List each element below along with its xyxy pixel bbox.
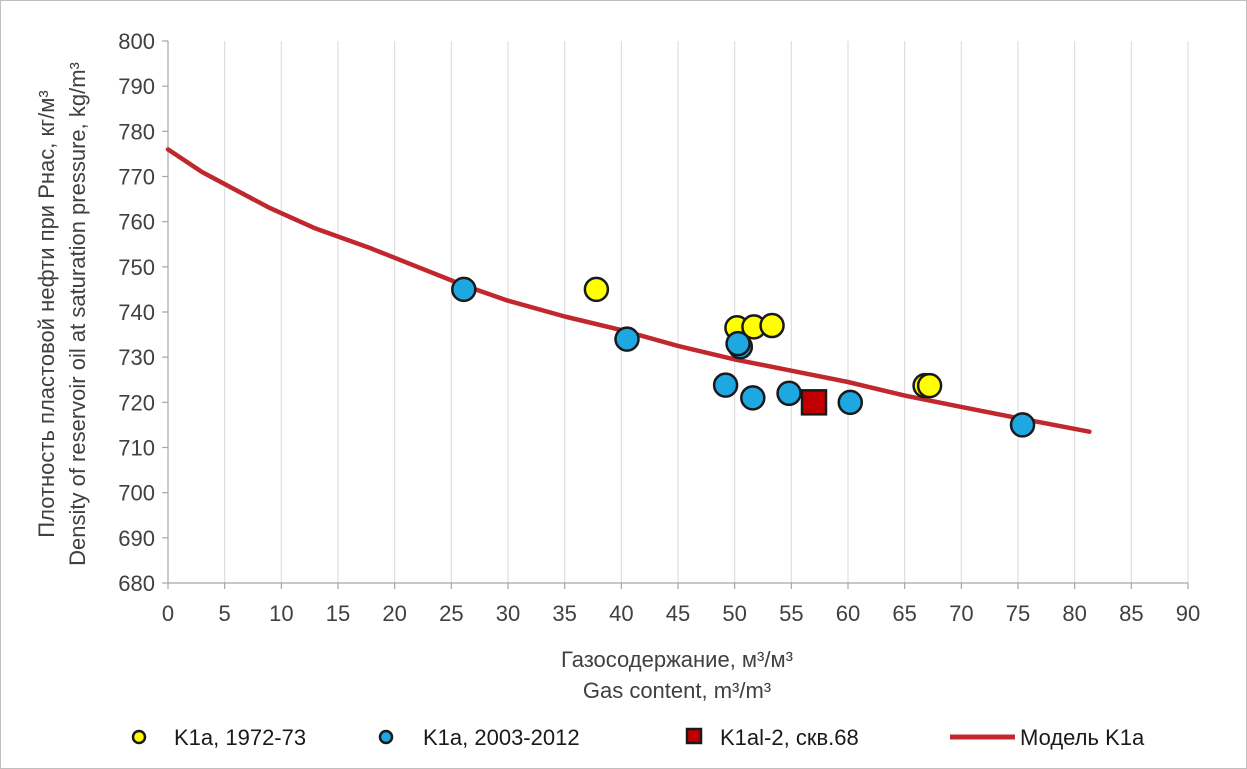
data-point-circle bbox=[1009, 412, 1036, 438]
data-point-square bbox=[800, 389, 828, 416]
data-point-circle bbox=[759, 312, 785, 339]
y-tick-label: 700 bbox=[118, 481, 155, 506]
x-axis-title-en: Gas content, m³/m³ bbox=[583, 678, 771, 703]
x-tick-label: 30 bbox=[496, 601, 520, 626]
x-tick-label: 85 bbox=[1119, 601, 1143, 626]
x-tick-label: 20 bbox=[382, 601, 406, 626]
data-point-circle bbox=[916, 372, 943, 399]
ticks-layer: 680 690 700 710 720 730 740 750 760 770 780 790 800 0… bbox=[118, 29, 1200, 626]
y-tick-label: 770 bbox=[118, 165, 155, 190]
y-tick-label: 710 bbox=[118, 436, 155, 461]
data-point-circle bbox=[725, 330, 751, 357]
x-tick-label: 55 bbox=[779, 601, 803, 626]
x-tick-label: 80 bbox=[1062, 601, 1086, 626]
x-tick-label: 90 bbox=[1176, 601, 1200, 626]
x-axis-title-ru: Газосодержание, м³/м³ bbox=[561, 647, 793, 672]
y-tick-label: 720 bbox=[118, 390, 155, 415]
y-tick-label: 750 bbox=[118, 255, 155, 280]
x-tick-label: 15 bbox=[326, 601, 350, 626]
x-tick-label: 25 bbox=[439, 601, 463, 626]
x-tick-label: 75 bbox=[1006, 601, 1030, 626]
x-tick-label: 60 bbox=[836, 601, 860, 626]
data-point-circle bbox=[740, 385, 766, 411]
x-tick-label: 65 bbox=[892, 601, 916, 626]
x-tick-label: 40 bbox=[609, 601, 633, 626]
x-tick-label: 35 bbox=[552, 601, 576, 626]
legend-marker-2003 bbox=[378, 729, 394, 745]
legend-marker-1972 bbox=[131, 729, 147, 745]
x-tick-label: 0 bbox=[162, 601, 174, 626]
y-tick-label: 760 bbox=[118, 210, 155, 235]
legend: K1a, 1972-73 K1a, 2003-2012 K1al-2, скв.… bbox=[131, 725, 1145, 750]
data-point-circle bbox=[837, 389, 864, 416]
legend-label-2003: K1a, 2003-2012 bbox=[423, 725, 580, 750]
y-tick-label: 740 bbox=[118, 300, 155, 325]
legend-marker-k1al bbox=[685, 727, 703, 745]
y-tick-label: 730 bbox=[118, 345, 155, 370]
legend-label-k1al: K1al-2, скв.68 bbox=[720, 725, 859, 750]
y-tick-label: 680 bbox=[118, 571, 155, 596]
x-tick-label: 70 bbox=[949, 601, 973, 626]
y-axis-title-ru: Плотность пластовой нефти при Рнас, кг/м… bbox=[34, 90, 59, 537]
data-point-circle bbox=[614, 326, 640, 352]
x-tick-label: 50 bbox=[722, 601, 746, 626]
legend-label-model: Модель K1a bbox=[1020, 725, 1145, 750]
y-tick-label: 800 bbox=[118, 29, 155, 54]
y-tick-label: 780 bbox=[118, 119, 155, 144]
data-point-circle bbox=[712, 372, 739, 398]
grid-layer bbox=[224, 41, 1189, 583]
data-point-circle bbox=[583, 276, 610, 303]
y-axis-title-en: Density of reservoir oil at saturation p… bbox=[65, 62, 90, 566]
y-tick-label: 690 bbox=[118, 526, 155, 551]
series-layer bbox=[165, 147, 1092, 438]
legend-label-1972: K1a, 1972-73 bbox=[174, 725, 306, 750]
model-line bbox=[165, 147, 1092, 434]
data-point-circle bbox=[776, 380, 802, 407]
x-tick-label: 5 bbox=[219, 601, 231, 626]
x-tick-label: 45 bbox=[666, 601, 690, 626]
data-point-circle bbox=[451, 276, 477, 303]
x-tick-label: 10 bbox=[269, 601, 293, 626]
y-tick-label: 790 bbox=[118, 74, 155, 99]
